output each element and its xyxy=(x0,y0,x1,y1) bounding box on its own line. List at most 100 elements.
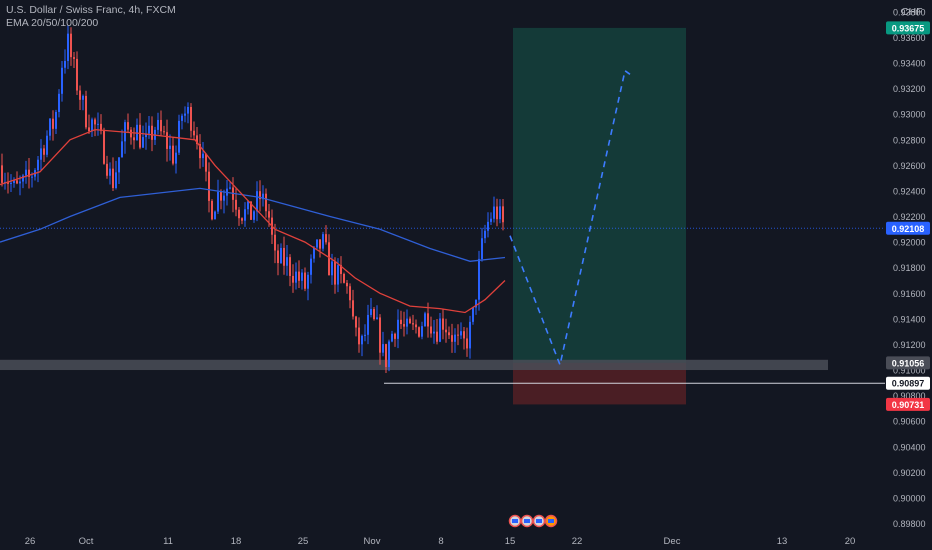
candle-down xyxy=(16,180,18,184)
projection-path xyxy=(509,69,633,368)
support-price-label: 0.91056 xyxy=(892,358,925,368)
support-band-rect xyxy=(0,359,828,371)
candle-down xyxy=(265,193,267,212)
candle-up xyxy=(460,331,462,336)
low-line-price-tag xyxy=(886,376,930,390)
candle-down xyxy=(160,119,162,132)
projection-line xyxy=(509,69,633,368)
candle-down xyxy=(163,131,165,133)
candle-down xyxy=(436,331,438,342)
candle-up xyxy=(145,133,147,138)
candle-down xyxy=(334,261,336,285)
time-axis[interactable]: 26 Oct 11 18 25 Nov 8 15 22 Dec 13 20 xyxy=(25,536,856,547)
candle-down xyxy=(502,206,504,223)
candle-up xyxy=(472,307,474,322)
candle-down xyxy=(418,327,420,337)
price-tick-label: 0.91000 xyxy=(893,366,926,376)
candle-down xyxy=(88,127,90,132)
candle-up xyxy=(295,271,297,283)
event-icons[interactable] xyxy=(508,514,558,528)
time-tick-label: 18 xyxy=(231,536,242,547)
candle-down xyxy=(445,329,447,333)
candle-down xyxy=(451,335,453,342)
candle-down xyxy=(343,273,345,283)
candle-down xyxy=(85,95,87,128)
candle-up xyxy=(310,258,312,275)
price-axis[interactable]: 0.89800 0.90000 0.90200 0.90400 0.90600 0.908… xyxy=(893,7,926,529)
target-price-label: 0.93675 xyxy=(892,23,925,33)
candle-down xyxy=(346,282,348,287)
candle-up xyxy=(115,172,117,189)
candle-down xyxy=(76,58,78,91)
candle-up xyxy=(148,125,150,134)
candle-down xyxy=(127,122,129,130)
candle-up xyxy=(49,118,51,136)
candle-down xyxy=(400,319,402,325)
candle-down xyxy=(151,125,153,140)
time-tick-label: Oct xyxy=(79,536,94,547)
candle-down xyxy=(1,165,3,183)
chart-title: U.S. Dollar / Swiss Franc, 4h, FXCM xyxy=(6,4,176,16)
candle-up xyxy=(58,93,60,112)
candle-up xyxy=(217,191,219,212)
price-tick-label: 0.93200 xyxy=(893,84,926,94)
candle-up xyxy=(223,195,225,201)
event-flag-icon xyxy=(508,514,522,528)
time-tick-label: 11 xyxy=(163,536,173,547)
price-tick-label: 0.91200 xyxy=(893,340,926,350)
support-band xyxy=(0,227,885,384)
candle-down xyxy=(166,132,168,149)
candle-up xyxy=(253,211,255,220)
candle-up xyxy=(307,274,309,289)
candle-down xyxy=(448,332,450,336)
candle-up xyxy=(109,168,111,176)
candle-up xyxy=(40,148,42,160)
candle-down xyxy=(238,209,240,219)
candle-up xyxy=(121,141,123,158)
candle-up xyxy=(256,191,258,212)
candle-up xyxy=(169,145,171,149)
price-tick-label: 0.91400 xyxy=(893,314,926,324)
candle-up xyxy=(337,265,339,285)
candle-down xyxy=(259,191,261,200)
candle-up xyxy=(469,321,471,349)
candle-up xyxy=(181,115,183,121)
price-tick-label: 0.92600 xyxy=(893,161,926,171)
low-line-price-label: 0.90897 xyxy=(892,379,925,389)
candle-up xyxy=(118,157,120,173)
candle-down xyxy=(394,333,396,339)
candle-down xyxy=(208,171,210,201)
candle-up xyxy=(316,239,318,248)
candle-up xyxy=(91,119,93,132)
time-tick-label: 26 xyxy=(25,536,36,547)
candle-down xyxy=(412,323,414,325)
candle-up xyxy=(187,106,189,114)
candle-down xyxy=(319,239,321,249)
candle-down xyxy=(466,338,468,349)
candle-up xyxy=(487,221,489,231)
candle-down xyxy=(73,57,75,59)
candle-down xyxy=(463,331,465,339)
candle-up xyxy=(10,182,12,184)
candle-up xyxy=(178,120,180,153)
candle-down xyxy=(106,163,108,176)
candle-up xyxy=(391,333,393,342)
candle-up xyxy=(202,153,204,159)
candle-down xyxy=(112,168,114,189)
price-tick-label: 0.93800 xyxy=(893,7,926,17)
price-tick-label: 0.90800 xyxy=(893,391,926,401)
candle-down xyxy=(43,148,45,155)
candle-up xyxy=(397,319,399,339)
candle-up xyxy=(493,206,495,219)
price-tick-label: 0.91600 xyxy=(893,289,926,299)
candle-down xyxy=(139,124,141,148)
time-tick-label: 15 xyxy=(505,536,516,547)
candle-up xyxy=(382,344,384,353)
currency-label: CHF xyxy=(901,6,923,18)
time-tick-label: Dec xyxy=(664,536,681,547)
candle-up xyxy=(424,313,426,327)
candle-up xyxy=(301,272,303,281)
candle-up xyxy=(475,299,477,308)
